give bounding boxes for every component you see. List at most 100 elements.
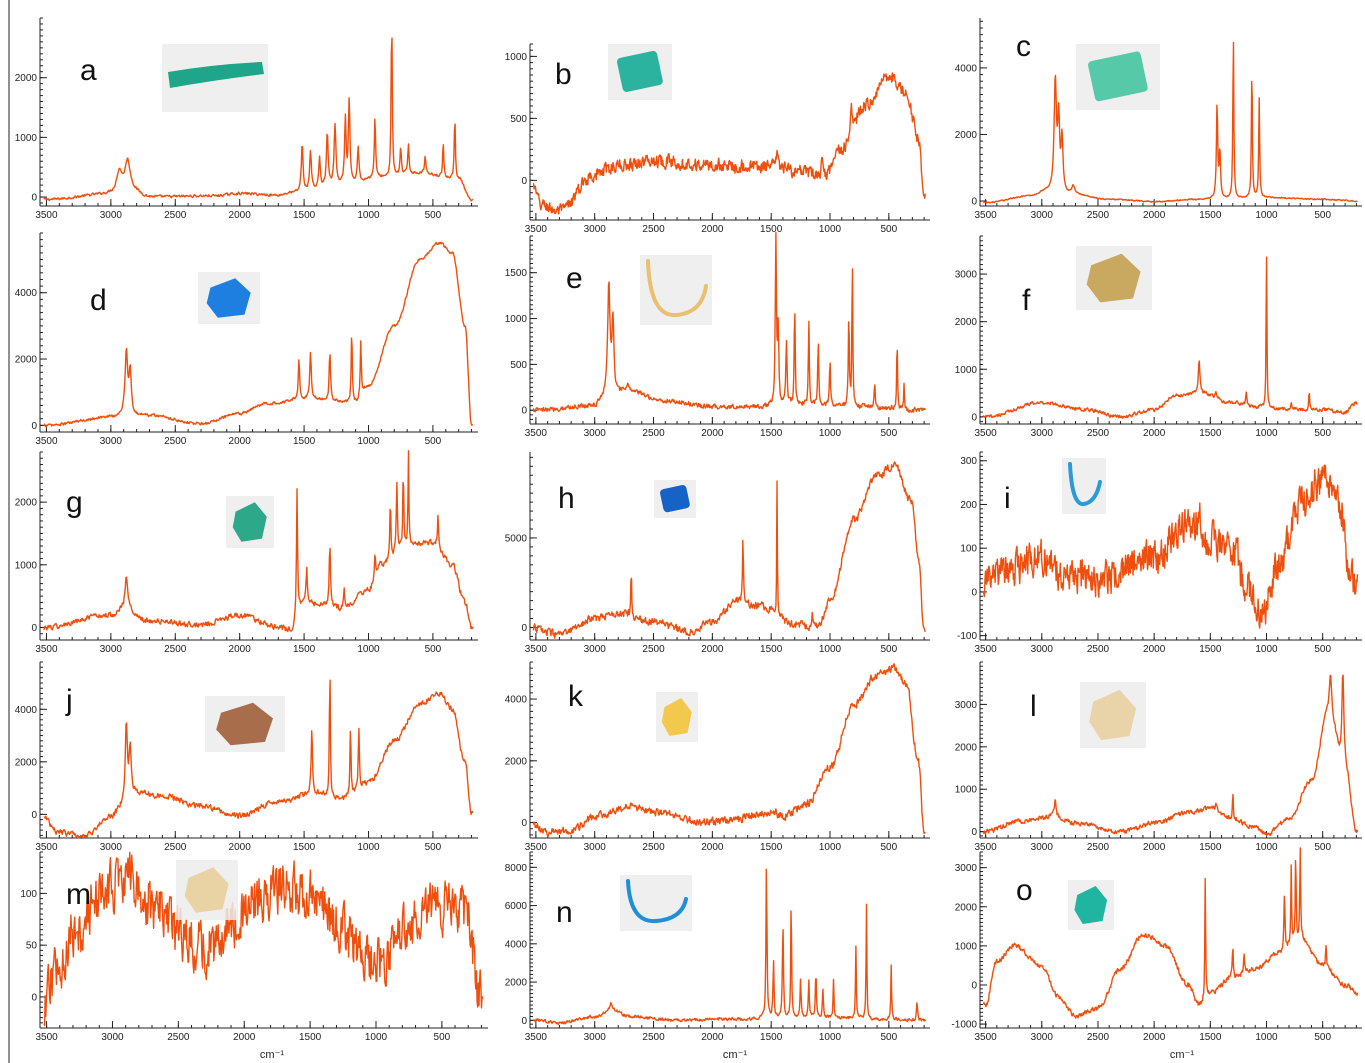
x-tick-label: 3000 — [1031, 210, 1054, 221]
panel-label: o — [1016, 874, 1033, 907]
y-tick-label: 0 — [971, 827, 977, 838]
x-tick-label: 3500 — [525, 1032, 548, 1043]
y-tick-label: 500 — [510, 114, 527, 125]
panel-m: 0 50 100 3500 3000 2500 2000 1500 1000 500 m — [20, 851, 488, 1043]
panel-f: 0 1000 2000 3000 3500 3000 2500 2000 1500 1000 500… — [955, 235, 1362, 439]
panel-c: 0 2000 4000 3500 3000 2500 2000 1500 1000 500 c — [955, 18, 1362, 221]
x-tick-label: 3500 — [525, 644, 548, 655]
y-tick-label: 1000 — [505, 52, 528, 63]
x-tick-label: 2500 — [642, 644, 665, 655]
x-tick-label: 500 — [1314, 210, 1331, 221]
x-tick-label: 3500 — [35, 644, 58, 655]
y-tick-label: 0 — [971, 197, 977, 208]
panel-label: m — [66, 878, 91, 911]
x-tick-label: 3000 — [584, 1032, 607, 1043]
x-tick-label: 500 — [880, 428, 897, 439]
y-tick-label: 1000 — [955, 365, 978, 376]
y-tick-label: 0 — [31, 623, 37, 634]
x-tick-label: 2000 — [229, 644, 252, 655]
spectrum-line — [43, 37, 474, 202]
x-tick-label: 2500 — [1087, 428, 1110, 439]
x-tick-label: 2500 — [1087, 644, 1110, 655]
panel-label: b — [555, 58, 572, 91]
sample-photo — [608, 44, 672, 100]
x-tick-label: 1500 — [760, 644, 783, 655]
x-tick-label: 3000 — [100, 436, 123, 447]
x-tick-label: 1500 — [293, 842, 316, 853]
panel-i: -100 0 100 200 300 3500 3000 2500 2000 1500 1000 50… — [957, 451, 1362, 655]
x-tick-label: 1000 — [357, 210, 380, 221]
x-tick-label: 3500 — [974, 1032, 997, 1043]
y-tick-label: 2000 — [955, 742, 978, 753]
x-tick-label: 3500 — [525, 842, 548, 853]
y-tick-label: 0 — [521, 176, 527, 187]
x-tick-label: 1500 — [760, 224, 783, 235]
x-tick-label: 2000 — [229, 842, 252, 853]
panel-label: f — [1022, 284, 1031, 317]
sample-photo — [198, 272, 260, 324]
panel-label: d — [90, 284, 107, 317]
x-tick-label: 3000 — [1031, 644, 1054, 655]
x-tick-label: 1000 — [819, 224, 842, 235]
x-tick-label: 1000 — [1255, 428, 1278, 439]
x-tick-label: 500 — [880, 1032, 897, 1043]
y-tick-label: 2000 — [15, 355, 38, 366]
y-tick-label: 2000 — [955, 130, 978, 141]
spectrum-line — [533, 868, 926, 1026]
x-tick-label: 1000 — [819, 428, 842, 439]
x-tick-label: 2000 — [233, 1032, 256, 1043]
x-tick-label: 2000 — [1143, 428, 1166, 439]
y-tick-label: 0 — [31, 810, 37, 821]
x-tick-label: 1000 — [1255, 644, 1278, 655]
x-tick-label: 500 — [1314, 842, 1331, 853]
y-tick-label: 500 — [510, 360, 527, 371]
x-tick-label: 2000 — [1143, 842, 1166, 853]
x-tick-label: 3500 — [35, 842, 58, 853]
y-tick-label: 0 — [521, 818, 527, 829]
x-tick-label: 500 — [880, 644, 897, 655]
spectrum-line — [532, 72, 926, 215]
x-unit-label: cm⁻¹ — [1170, 1049, 1194, 1061]
x-tick-label: 500 — [880, 842, 897, 853]
spectrum-line — [43, 851, 484, 1027]
x-tick-label: 500 — [425, 644, 442, 655]
y-tick-label: 100 — [20, 889, 37, 900]
spectrum-line — [982, 256, 1358, 419]
x-tick-label: 1000 — [819, 644, 842, 655]
panel-label: k — [568, 680, 584, 713]
x-tick-label: 2000 — [701, 842, 724, 853]
panel-b: 0 500 1000 3500 3000 2500 2000 1500 1000 500 b — [505, 43, 930, 235]
y-tick-label: 5000 — [505, 533, 528, 544]
panel-k: 0 2000 4000 3500 3000 2500 2000 1500 1000 500 k — [505, 661, 930, 853]
y-tick-label: 0 — [521, 623, 527, 634]
y-tick-label: 3000 — [955, 863, 978, 874]
x-tick-label: 2500 — [164, 210, 187, 221]
x-tick-label: 500 — [880, 224, 897, 235]
spectrum-line — [982, 674, 1359, 837]
spectrum-line — [532, 663, 926, 838]
x-tick-label: 500 — [434, 1032, 451, 1043]
x-tick-label: 3500 — [35, 436, 58, 447]
x-tick-label: 2000 — [229, 210, 252, 221]
x-tick-label: 2500 — [642, 224, 665, 235]
spectrum-line — [532, 232, 926, 413]
spectrum-line — [982, 464, 1359, 629]
y-tick-label: 4000 — [505, 695, 528, 706]
y-tick-label: 4000 — [15, 705, 38, 716]
y-tick-label: 0 — [971, 980, 977, 991]
x-tick-label: 2000 — [229, 436, 252, 447]
x-tick-label: 1000 — [357, 436, 380, 447]
sample-photo — [205, 696, 285, 752]
panel-a: 0 1000 2000 3500 3000 2500 2000 1500 1000 500 a — [15, 17, 478, 221]
spectrum-line — [43, 679, 474, 839]
x-tick-label: 2500 — [642, 1032, 665, 1043]
y-tick-label: -1000 — [951, 1020, 977, 1031]
x-tick-label: 1500 — [1199, 428, 1222, 439]
x-tick-label: 3000 — [1031, 428, 1054, 439]
x-tick-label: 3000 — [584, 224, 607, 235]
x-tick-label: 1000 — [1255, 1032, 1278, 1043]
y-tick-label: 1500 — [505, 268, 528, 279]
x-tick-label: 1500 — [760, 428, 783, 439]
panel-label: i — [1004, 482, 1011, 515]
x-tick-label: 3000 — [584, 428, 607, 439]
